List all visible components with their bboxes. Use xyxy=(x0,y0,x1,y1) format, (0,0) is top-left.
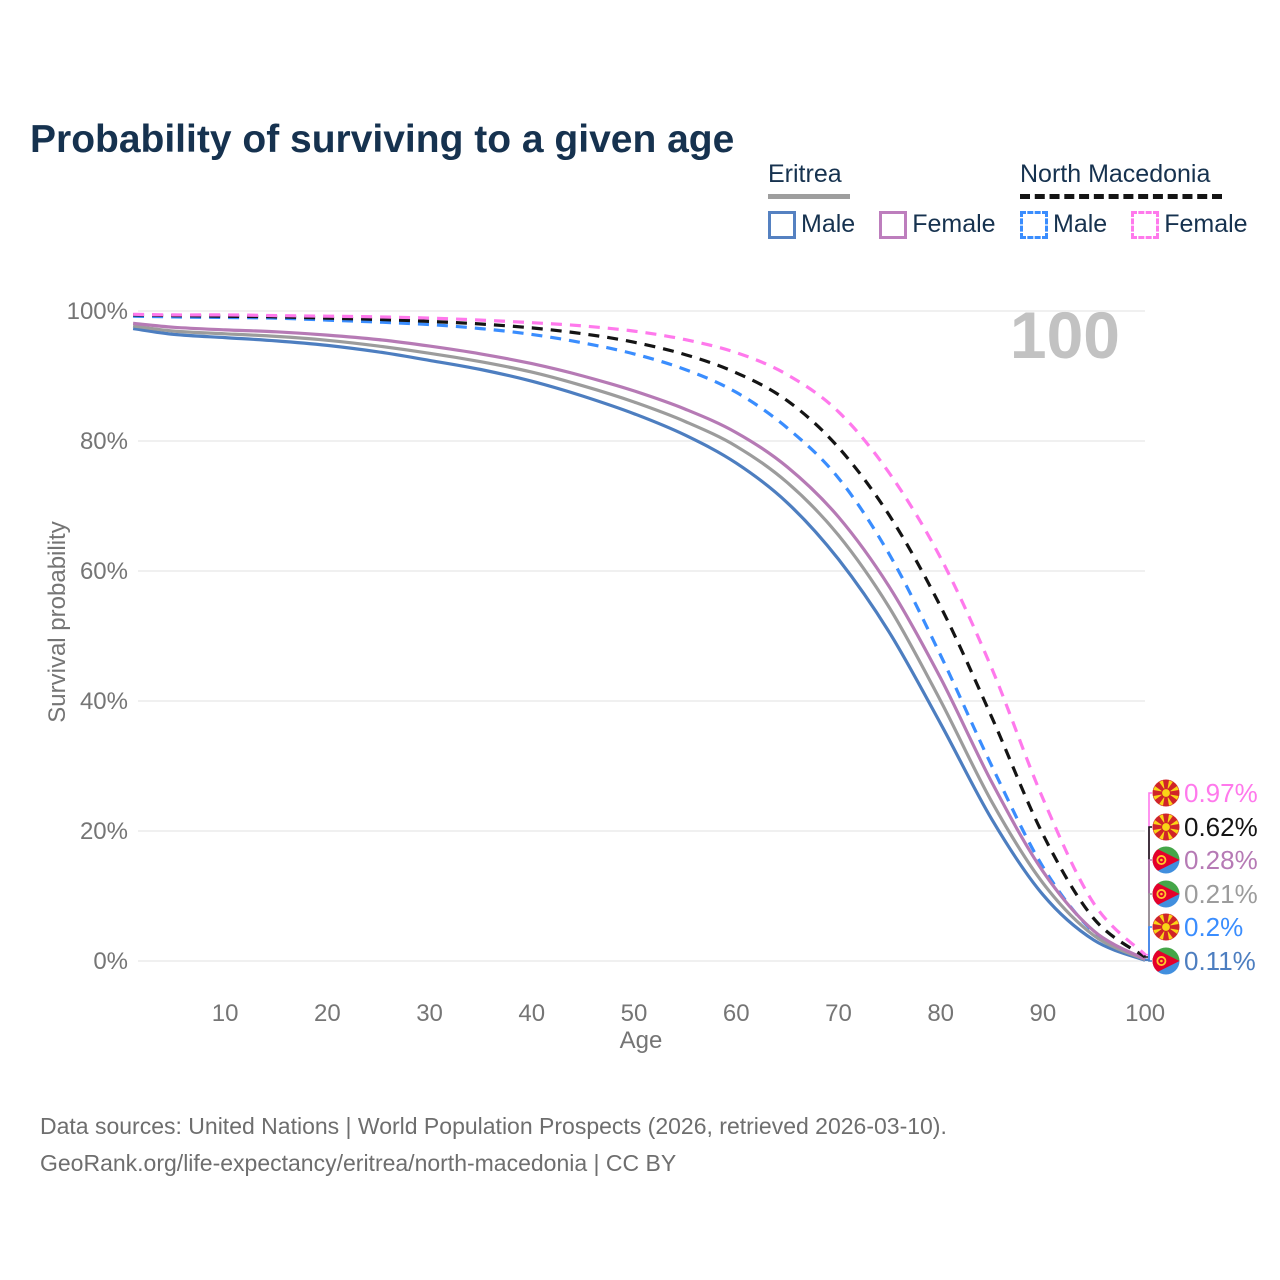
series-line-north-macedonia xyxy=(133,313,1147,959)
eritrea-female-swatch-icon xyxy=(879,210,908,239)
legend-item-label: Male xyxy=(801,210,856,238)
legend-item-eritrea-male[interactable]: Male xyxy=(768,210,855,239)
north-macedonia-female-swatch-icon xyxy=(1131,210,1160,239)
end-label-row-0.2%: 0.2% xyxy=(1152,912,1243,942)
footer: Data sources: United Nations | World Pop… xyxy=(40,1108,947,1182)
y-tick-label: 40% xyxy=(80,688,128,715)
series-line-eritrea xyxy=(132,324,1146,962)
eritrea-flag-icon xyxy=(1152,947,1180,975)
age-counter-watermark: 100 xyxy=(1009,298,1120,372)
x-axis-title: Age xyxy=(619,1027,663,1054)
legend-group-eritrea: Eritrea Male Female xyxy=(768,160,1020,239)
end-label-row-0.21%: 0.21% xyxy=(1152,879,1258,909)
x-tick-label: 30 xyxy=(416,1000,443,1027)
series-line-north-macedonia-male xyxy=(133,314,1146,962)
series-line-eritrea-female xyxy=(132,321,1146,961)
end-label-connector xyxy=(1145,959,1152,962)
legend-underline-eritrea-solid-line xyxy=(768,194,850,199)
legend-item-label: Male xyxy=(1053,210,1108,238)
legend-header-north-macedonia: North Macedonia xyxy=(1020,160,1211,188)
page-title: Probability of surviving to a given age xyxy=(30,118,735,162)
y-tick-label: 0% xyxy=(93,948,128,975)
x-tick-label: 10 xyxy=(212,1000,239,1027)
end-label-row-0.62%: 0.62% xyxy=(1152,812,1258,842)
x-tick-label: 50 xyxy=(621,1000,648,1027)
y-tick-label: 20% xyxy=(80,818,128,845)
legend-underline-north-macedonia-dashed-line xyxy=(1020,194,1222,199)
x-tick-label: 70 xyxy=(825,1000,852,1027)
series-line-eritrea-male xyxy=(132,327,1146,962)
x-tick-label: 100 xyxy=(1125,1000,1165,1027)
end-label-value: 0.28% xyxy=(1184,845,1258,875)
legend-item-eritrea-female[interactable]: Female xyxy=(879,210,996,239)
end-label-row-0.28%: 0.28% xyxy=(1152,845,1258,875)
footer-attribution: GeoRank.org/life-expectancy/eritrea/nort… xyxy=(40,1149,677,1176)
legend-item-north-macedonia-male[interactable]: Male xyxy=(1020,210,1107,239)
eritrea-flag-icon xyxy=(1152,846,1180,874)
legend-group-north-macedonia: North Macedonia Male Female xyxy=(1020,160,1272,239)
north-macedonia-male-swatch-icon xyxy=(1020,210,1048,239)
end-label-value: 0.62% xyxy=(1184,812,1258,842)
legend-header-eritrea: Eritrea xyxy=(768,160,842,188)
y-axis-title: Survival probability xyxy=(44,521,71,723)
y-tick-label: 100% xyxy=(67,298,128,325)
footer-data-sources: Data sources: United Nations | World Pop… xyxy=(40,1113,947,1139)
end-label-value: 0.2% xyxy=(1184,912,1243,942)
x-tick-label: 90 xyxy=(1030,1000,1057,1027)
eritrea-flag-icon xyxy=(1152,880,1180,908)
series-line-north-macedonia-female xyxy=(133,312,1147,956)
end-label-row-0.11%: 0.11% xyxy=(1152,946,1256,976)
end-label-value: 0.21% xyxy=(1184,879,1258,909)
x-tick-label: 60 xyxy=(723,1000,750,1027)
end-label-value: 0.97% xyxy=(1184,778,1258,808)
legend-item-label: Female xyxy=(912,210,996,238)
legend-item-north-macedonia-female[interactable]: Female xyxy=(1131,210,1248,239)
end-label-row-0.97%: 0.97% xyxy=(1152,778,1258,808)
x-tick-label: 80 xyxy=(927,1000,954,1027)
y-tick-label: 60% xyxy=(80,558,128,585)
legend-item-label: Female xyxy=(1164,210,1248,238)
end-label-value: 0.11% xyxy=(1184,946,1256,976)
y-tick-label: 80% xyxy=(80,428,128,455)
x-tick-label: 20 xyxy=(314,1000,341,1027)
eritrea-male-swatch-icon xyxy=(768,210,796,239)
x-tick-label: 40 xyxy=(518,1000,545,1027)
